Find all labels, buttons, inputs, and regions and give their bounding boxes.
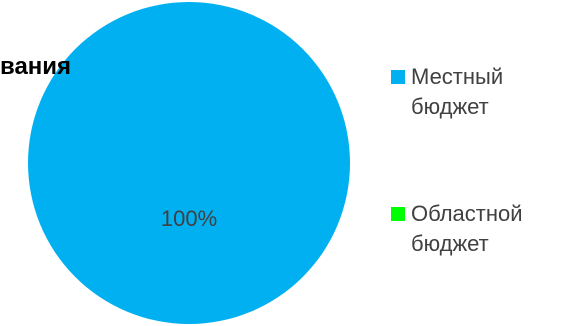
legend-label-regional-budget: Областной бюджет [411, 201, 523, 256]
legend-swatch-local-budget [391, 70, 405, 84]
legend-item-regional-budget: Областной бюджет [391, 199, 551, 259]
legend-item-local-budget: Местный бюджет [391, 62, 551, 122]
legend-label-local-budget: Местный бюджет [411, 64, 504, 119]
legend-swatch-regional-budget [391, 207, 405, 221]
pie-slice-local-budget [28, 2, 350, 324]
data-label-local-budget: 100% [161, 206, 217, 231]
chart-title-fragment: вания [0, 53, 72, 80]
